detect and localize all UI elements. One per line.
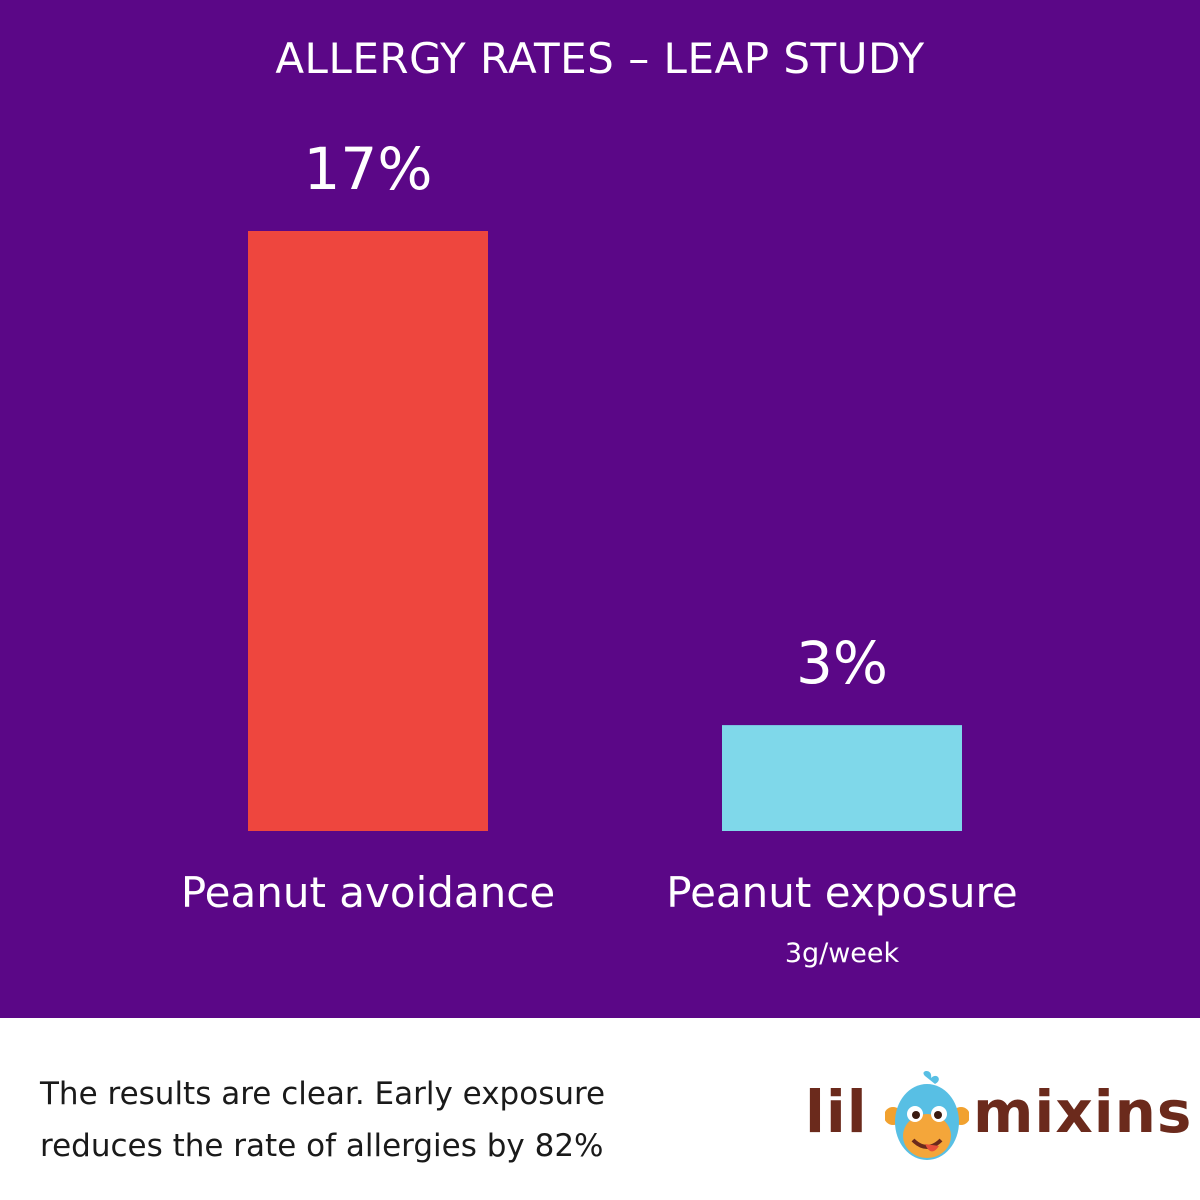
brand-logo[interactable]: lil mixins: [805, 1070, 1191, 1170]
caption-line-1: The results are clear. Early exposure: [40, 1076, 606, 1112]
logo-text-lil: lil: [805, 1078, 868, 1146]
bar-2: [722, 725, 962, 831]
footer: The results are clear. Early exposure re…: [0, 1018, 1200, 1200]
caption-line-2: reduces the rate of allergies by 82%: [40, 1128, 604, 1164]
category-label-2: Peanut exposure: [666, 868, 1017, 917]
footer-caption: The results are clear. Early exposure re…: [40, 1068, 760, 1172]
category-sublabel-2: 3g/week: [785, 938, 900, 969]
logo-text-mixins: mixins: [973, 1078, 1193, 1146]
chart-title: ALLERGY RATES – LEAP STUDY: [275, 34, 925, 83]
category-label-1: Peanut avoidance: [181, 868, 555, 917]
monkey-face-icon: [885, 1071, 969, 1160]
bar-chart: 17% Peanut avoidance 3% Peanut exposure 3g/w…: [181, 135, 1018, 969]
value-label-2: 3%: [796, 629, 888, 697]
value-label-1: 17%: [304, 135, 433, 203]
chart-panel: ALLERGY RATES – LEAP STUDY 17% Peanut avo…: [0, 0, 1200, 1018]
bar-1: [248, 231, 488, 831]
